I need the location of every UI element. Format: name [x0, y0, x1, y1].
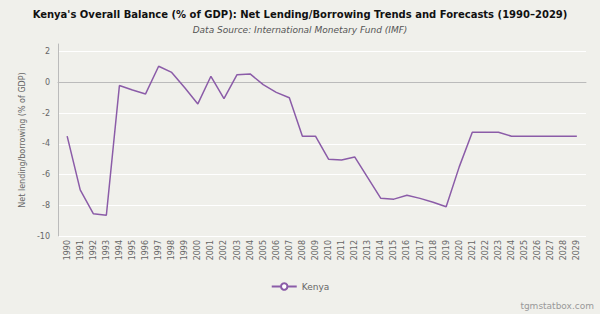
svg-text:2012: 2012	[350, 240, 359, 260]
svg-text:2019: 2019	[442, 240, 451, 260]
svg-text:2003: 2003	[233, 240, 242, 260]
svg-text:2008: 2008	[298, 240, 307, 260]
svg-text:2013: 2013	[363, 240, 372, 260]
svg-text:Data Source: International Mon: Data Source: International Monetary Fund…	[193, 25, 408, 35]
svg-text:2021: 2021	[468, 240, 477, 260]
svg-text:2016: 2016	[402, 240, 411, 260]
svg-text:-10: -10	[37, 232, 50, 241]
svg-text:-8: -8	[42, 201, 50, 210]
svg-text:2: 2	[45, 47, 50, 56]
svg-text:2000: 2000	[193, 240, 202, 260]
svg-text:2026: 2026	[533, 240, 542, 260]
svg-text:1992: 1992	[89, 240, 98, 260]
svg-text:2014: 2014	[376, 240, 385, 260]
svg-text:2025: 2025	[520, 240, 529, 260]
svg-text:tgmstatbox.com: tgmstatbox.com	[520, 301, 594, 311]
svg-text:2006: 2006	[272, 240, 281, 260]
svg-text:1998: 1998	[167, 240, 176, 260]
svg-text:-6: -6	[42, 170, 50, 179]
svg-text:1996: 1996	[141, 240, 150, 260]
svg-text:2029: 2029	[572, 240, 581, 260]
svg-text:2001: 2001	[206, 240, 215, 260]
svg-text:2010: 2010	[324, 240, 333, 260]
svg-text:2022: 2022	[481, 240, 490, 260]
svg-text:2018: 2018	[429, 240, 438, 260]
svg-text:2023: 2023	[494, 240, 503, 260]
svg-text:2009: 2009	[311, 240, 320, 260]
svg-text:0: 0	[45, 78, 50, 87]
svg-text:-2: -2	[42, 109, 50, 118]
svg-text:Net lending/borrowing (% of GD: Net lending/borrowing (% of GDP)	[18, 72, 27, 207]
svg-text:2002: 2002	[219, 240, 228, 260]
svg-text:-4: -4	[42, 139, 50, 148]
svg-text:1995: 1995	[128, 240, 137, 260]
svg-text:1994: 1994	[115, 240, 124, 260]
svg-text:2017: 2017	[416, 240, 425, 260]
svg-text:2020: 2020	[455, 240, 464, 260]
svg-text:2024: 2024	[507, 240, 516, 260]
svg-text:2004: 2004	[246, 240, 255, 260]
svg-text:1997: 1997	[154, 240, 163, 260]
svg-text:1993: 1993	[102, 240, 111, 260]
svg-text:1999: 1999	[180, 240, 189, 260]
svg-text:Kenya's Overall Balance (% of: Kenya's Overall Balance (% of GDP): Net …	[33, 9, 568, 20]
svg-text:2028: 2028	[559, 240, 568, 260]
svg-text:1990: 1990	[63, 240, 72, 260]
svg-text:Kenya: Kenya	[302, 282, 330, 292]
svg-text:2005: 2005	[259, 240, 268, 260]
svg-text:2015: 2015	[389, 240, 398, 260]
svg-text:2011: 2011	[337, 240, 346, 260]
svg-text:1991: 1991	[76, 240, 85, 260]
svg-text:2007: 2007	[285, 240, 294, 260]
svg-text:2027: 2027	[546, 240, 555, 260]
